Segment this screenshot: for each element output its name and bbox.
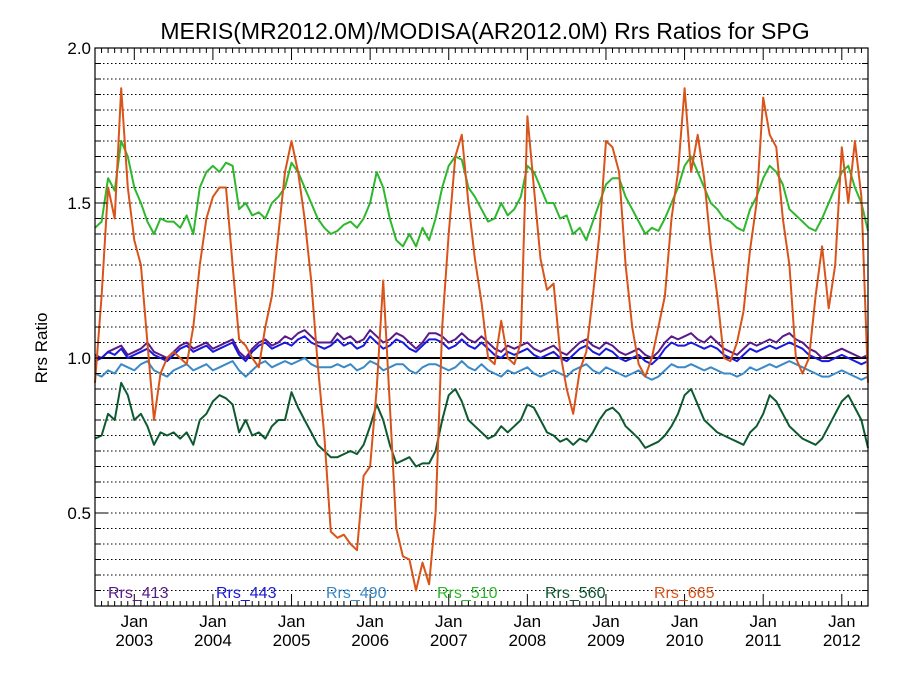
series-line-rrs_665 <box>94 87 869 592</box>
x-tick-month-label: Jan <box>514 612 541 631</box>
legend-item-rrs_413: Rrs_413 <box>108 585 169 602</box>
legend-item-rrs_560: Rrs_560 <box>545 585 606 602</box>
x-tick-year-label: 2007 <box>430 631 468 650</box>
horizontal-gridlines <box>95 63 868 591</box>
legend-item-rrs_490: Rrs_490 <box>326 585 387 602</box>
x-tick-month-label: Jan <box>592 612 619 631</box>
series-line-rrs_413 <box>94 329 869 359</box>
x-tick-month-label: Jan <box>278 612 305 631</box>
series-line-rrs_443 <box>94 335 869 366</box>
x-tick-year-label: 2004 <box>194 631 232 650</box>
y-axis: 0.5 1.0 1.5 2.0 <box>67 39 868 591</box>
y-tick-label: 1.0 <box>67 349 91 368</box>
y-tick-label: 2.0 <box>67 39 91 58</box>
series-line-rrs_560 <box>94 381 869 468</box>
x-tick-year-label: 2003 <box>115 631 153 650</box>
x-tick-month-label: Jan <box>199 612 226 631</box>
series-layer <box>94 87 869 592</box>
x-tick-year-label: 2012 <box>823 631 861 650</box>
x-tick-month-label: Jan <box>356 612 383 631</box>
x-tick-month-label: Jan <box>749 612 776 631</box>
legend-item-rrs_443: Rrs_443 <box>216 585 277 602</box>
x-tick-year-label: 2008 <box>508 631 546 650</box>
x-tick-year-label: 2005 <box>273 631 311 650</box>
x-tick-month-label: Jan <box>121 612 148 631</box>
legend-item-rrs_510: Rrs_510 <box>437 585 498 602</box>
chart-title: MERIS(MR2012.0M)/MODISA(AR2012.0M) Rrs R… <box>160 18 809 44</box>
x-axis: Jan2003Jan2004Jan2005Jan2006Jan2007Jan20… <box>94 48 869 650</box>
legend: Rrs_413 Rrs_443 Rrs_490 Rrs_510 Rrs_560 Rrs_6… <box>108 585 715 602</box>
x-tick-year-label: 2010 <box>666 631 704 650</box>
series-line-rrs_490 <box>94 357 869 381</box>
x-tick-month-label: Jan <box>828 612 855 631</box>
x-tick-month-label: Jan <box>435 612 462 631</box>
x-tick-year-label: 2011 <box>745 631 782 650</box>
legend-item-rrs_665: Rrs_665 <box>654 585 715 602</box>
x-tick-year-label: 2006 <box>351 631 389 650</box>
series-line-rrs_510 <box>94 140 869 248</box>
x-tick-year-label: 2009 <box>587 631 625 650</box>
y-tick-label: 0.5 <box>67 504 91 523</box>
y-axis-label: Rrs Ratio <box>32 313 51 384</box>
x-tick-month-label: Jan <box>671 612 698 631</box>
y-tick-label: 1.5 <box>67 194 91 213</box>
